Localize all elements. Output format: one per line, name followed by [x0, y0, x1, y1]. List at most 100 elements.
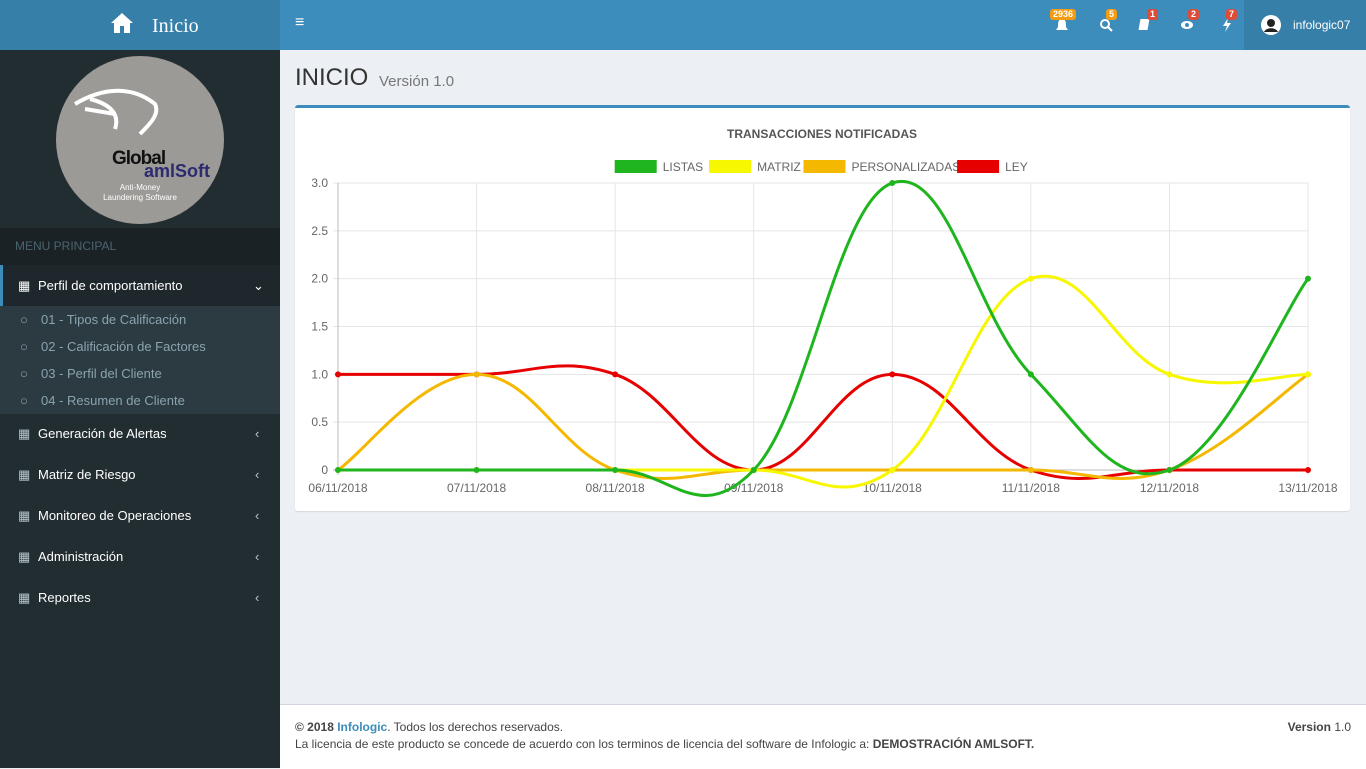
menu-label: Perfil de comportamiento — [38, 278, 183, 293]
point — [1027, 467, 1034, 473]
menu-label: Generación de Alertas — [38, 426, 167, 441]
chevron: ‹ — [255, 467, 260, 482]
nav-icons — [1056, 18, 1231, 32]
point — [889, 180, 896, 186]
badge: 2936 — [1050, 9, 1077, 20]
logo-tagline: Laundering Software — [103, 193, 177, 202]
copyright: © 2018 — [295, 720, 334, 734]
chart-title: TRANSACCIONES NOTIFICADAS — [727, 127, 917, 141]
navbar: ≡ 2936 5 1 2 7 infologic07 — [280, 0, 1366, 50]
chevron: ‹ — [255, 549, 260, 564]
chevron: ‹ — [255, 590, 260, 605]
point — [889, 467, 896, 473]
legend-label: MATRIZ — [757, 160, 801, 174]
menu-label: Matriz de Riesgo — [38, 467, 136, 482]
logo-text: Global — [112, 148, 166, 169]
username: infologic07 — [1293, 18, 1351, 32]
menu-item[interactable]: ▦ Perfil de comportamiento ⌄ — [0, 265, 280, 306]
point — [1027, 275, 1034, 282]
series-line — [337, 372, 1309, 480]
submenu-item[interactable]: ○ 03 - Perfil del Cliente — [0, 360, 280, 387]
menu-label: Administración — [38, 549, 124, 564]
submenu — [0, 306, 280, 414]
point — [612, 467, 619, 473]
grid-icon: ▦ — [18, 278, 31, 293]
y-tick-label: 3.0 — [311, 176, 328, 190]
license: La licencia de este producto se concede … — [295, 737, 870, 751]
point — [335, 467, 341, 473]
page-title: INICIO — [295, 64, 369, 91]
brand-bar[interactable]: Inicio — [0, 0, 280, 50]
point — [1305, 371, 1311, 378]
sidebar: Global amlSoft Anti-Money Laundering Sof… — [0, 50, 280, 768]
circle-icon: ○ — [20, 393, 28, 408]
submenu-label: 01 - Tipos de Calificación — [41, 312, 187, 327]
brand: Inicio — [152, 15, 199, 37]
page-subtitle: Versión 1.0 — [379, 73, 455, 90]
y-tick-label: 2.5 — [311, 224, 328, 238]
point — [1305, 275, 1311, 282]
menu-label: Monitoreo de Operaciones — [38, 508, 192, 523]
point — [1027, 371, 1034, 378]
x-tick-label: 12/11/2018 — [1140, 481, 1199, 495]
circle-icon: ○ — [20, 339, 28, 354]
y-tick-label: 2.0 — [311, 272, 328, 286]
point — [750, 467, 757, 473]
grid-icon: ▦ — [18, 590, 31, 605]
logo-text: amlSoft — [144, 161, 211, 181]
x-tick-label: 08/11/2018 — [586, 481, 645, 495]
x-tick-label: 10/11/2018 — [863, 481, 922, 495]
legend-swatch — [957, 160, 1000, 173]
legend-label: LISTAS — [663, 160, 703, 174]
submenu-label: 02 - Calificación de Factores — [41, 339, 206, 354]
point — [889, 371, 896, 378]
company-link[interactable]: Infologic — [337, 720, 388, 734]
legend-label: LEY — [1005, 160, 1028, 174]
user-menu[interactable]: infologic07 — [1244, 0, 1366, 50]
x-tick-label: 11/11/2018 — [1002, 481, 1061, 495]
menu-label: Reportes — [38, 590, 91, 605]
submenu-label: 03 - Perfil del Cliente — [41, 366, 162, 381]
circle-icon: ○ — [20, 312, 28, 327]
x-tick-label: 13/11/2018 — [1278, 481, 1337, 495]
y-tick-label: 0.5 — [311, 415, 328, 429]
submenu-item[interactable]: ○ 01 - Tipos de Calificación — [0, 306, 280, 333]
legend-swatch — [614, 160, 657, 173]
y-tick-label: 0 — [321, 463, 328, 477]
version-label: Version — [1287, 720, 1331, 734]
x-tick-label: 06/11/2018 — [308, 481, 367, 495]
series-line — [337, 179, 1310, 498]
badge: 7 — [1226, 9, 1238, 20]
point — [612, 371, 619, 378]
submenu-label: 04 - Resumen de Cliente — [41, 393, 185, 408]
footer: © 2018 Infologic. Todos los derechos res… — [280, 704, 1366, 769]
avatar — [1261, 15, 1281, 35]
menu-item[interactable]: ▦ Administración ‹ — [0, 536, 280, 577]
y-tick-label: 1.0 — [311, 367, 328, 381]
x-tick-label: 07/11/2018 — [447, 481, 506, 495]
licensee: DEMOSTRACIÓN AMLSOFT. — [872, 737, 1035, 751]
grid-icon: ▦ — [18, 508, 31, 523]
point — [335, 371, 341, 378]
chevron: ‹ — [255, 508, 260, 523]
legend-swatch — [709, 160, 752, 173]
logo-lion — [73, 88, 159, 136]
menu-toggle[interactable]: ≡ — [295, 14, 305, 31]
rights: . Todos los derechos reservados. — [387, 720, 564, 734]
submenu-item[interactable]: ○ 04 - Resumen de Cliente — [0, 387, 280, 414]
chevron: ‹ — [255, 426, 260, 441]
menu-item[interactable]: ▦ Matriz de Riesgo ‹ — [0, 454, 280, 495]
badge: 1 — [1147, 9, 1159, 20]
menu-item[interactable]: ▦ Monitoreo de Operaciones ‹ — [0, 495, 280, 536]
point — [473, 467, 480, 473]
grid-icon: ▦ — [18, 549, 31, 564]
grid-icon: ▦ — [18, 467, 31, 482]
submenu-item[interactable]: ○ 02 - Calificación de Factores — [0, 333, 280, 360]
chevron: ⌄ — [253, 278, 264, 293]
y-tick-label: 1.5 — [311, 320, 328, 334]
chart: TRANSACCIONES NOTIFICADAS LISTAS MATRIZ PER… — [308, 127, 1338, 498]
badge: 2 — [1188, 9, 1200, 20]
menu-item[interactable]: ▦ Generación de Alertas ‹ — [0, 413, 280, 454]
menu-item[interactable]: ▦ Reportes ‹ — [0, 577, 280, 618]
